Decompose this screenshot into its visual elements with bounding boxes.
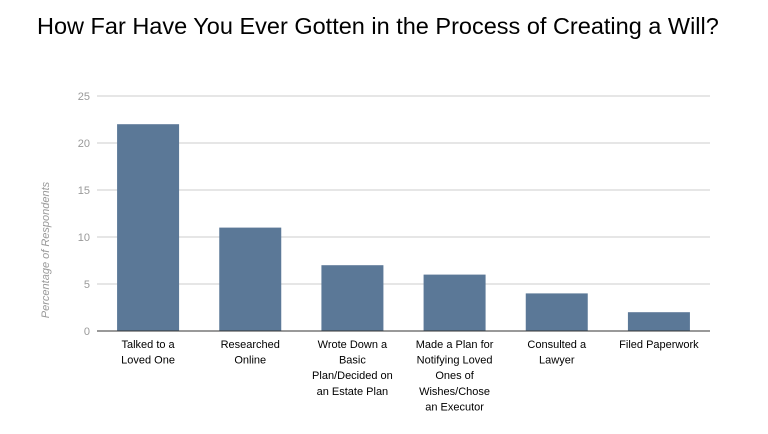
x-category-label-line: Wishes/Chose — [419, 386, 490, 398]
x-category-label: Talked to a Loved One — [121, 339, 175, 367]
x-category-label-line: Lawyer — [539, 355, 575, 367]
x-category-label-line: an Executor — [425, 401, 484, 413]
x-category-label: Researched Online — [221, 339, 280, 367]
x-category-label-line: Plan/Decided on — [312, 370, 393, 382]
chart-title: How Far Have You Ever Gotten in the Proc… — [37, 13, 719, 39]
x-category-label-line: an Estate Plan — [317, 386, 389, 398]
y-axis-label: Percentage of Respondents — [40, 181, 52, 318]
x-category-label: Consulted a Lawyer — [527, 339, 587, 367]
x-category-label-line: Ones of — [435, 370, 474, 382]
x-category-label-line: Online — [234, 355, 266, 367]
x-category-label: Filed Paperwork — [619, 339, 699, 351]
bar — [321, 265, 384, 331]
bar — [423, 274, 486, 331]
gridlines — [97, 95, 710, 285]
y-tick-label: 20 — [78, 138, 90, 150]
y-tick-label: 5 — [84, 279, 90, 291]
category-labels: Talked to a Loved One Researched Online Wrot… — [121, 339, 699, 413]
y-tick-label: 10 — [78, 232, 90, 244]
bar — [525, 293, 588, 331]
x-category-label-line: Notifying Loved — [417, 355, 493, 367]
x-category-label-line: Loved One — [121, 355, 175, 367]
x-category-label-line: Filed Paperwork — [619, 339, 699, 351]
bar — [117, 124, 180, 331]
x-category-label-line: Researched — [221, 339, 280, 351]
bar — [219, 227, 282, 331]
y-tick-label: 15 — [78, 185, 90, 197]
x-category-label: Wrote Down a Basic Plan/Decided on an Estat… — [312, 339, 393, 398]
x-category-label-line: Made a Plan for — [416, 339, 494, 351]
x-category-label: Made a Plan for Notifying Loved Ones of Wis… — [416, 339, 494, 413]
y-tick-label: 25 — [78, 91, 90, 103]
y-tick-label: 0 — [84, 326, 90, 338]
y-axis-ticks: 0 5 10 15 20 25 — [78, 91, 90, 338]
bars — [117, 124, 690, 331]
x-category-label-line: Talked to a — [121, 339, 175, 351]
bar — [627, 312, 690, 331]
x-category-label-line: Basic — [339, 355, 366, 367]
x-category-label-line: Consulted a — [527, 339, 587, 351]
x-category-label-line: Wrote Down a — [318, 339, 388, 351]
